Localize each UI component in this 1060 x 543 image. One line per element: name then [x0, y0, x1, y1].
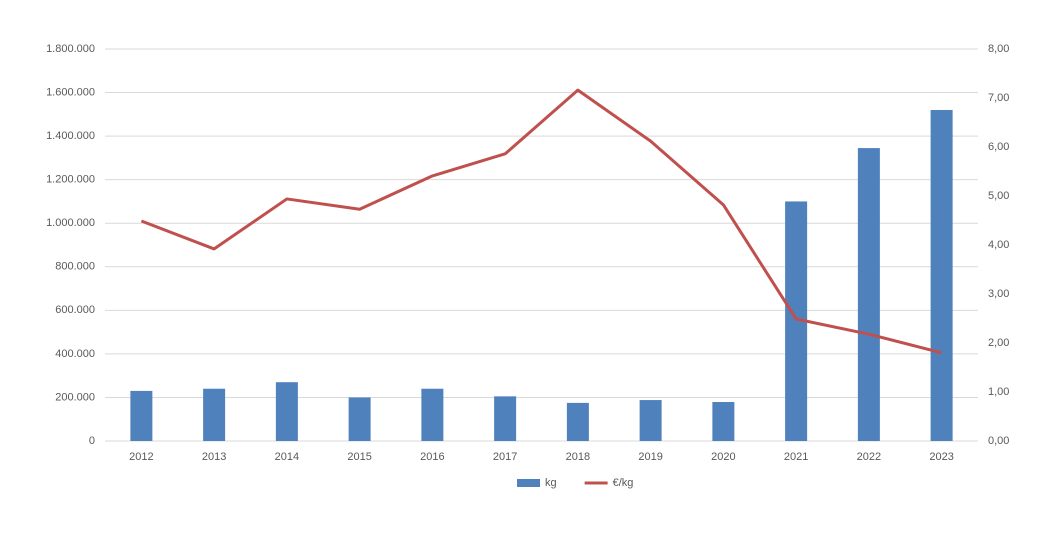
y2-tick-label: 0,00 — [988, 435, 1009, 447]
y-tick-label: 1.800.000 — [46, 43, 95, 55]
y-tick-label: 200.000 — [55, 391, 95, 403]
y-tick-label: 0 — [89, 435, 95, 447]
y2-tick-label: 3,00 — [988, 288, 1009, 300]
bar — [566, 402, 589, 441]
y-tick-label: 1.000.000 — [46, 217, 95, 229]
bar — [203, 388, 226, 441]
x-tick-label: 2021 — [784, 451, 808, 463]
x-tick-label: 2016 — [420, 451, 444, 463]
y2-tick-label: 8,00 — [988, 43, 1009, 55]
legend-label: kg — [545, 477, 557, 489]
x-tick-label: 2017 — [493, 451, 517, 463]
y-tick-label: 1.400.000 — [46, 130, 95, 142]
y2-tick-label: 5,00 — [988, 190, 1009, 202]
y-tick-label: 400.000 — [55, 348, 95, 360]
bar — [348, 397, 371, 441]
y2-tick-label: 6,00 — [988, 141, 1009, 153]
bar — [785, 201, 808, 441]
bar — [857, 148, 880, 442]
y2-tick-label: 4,00 — [988, 239, 1009, 251]
y-tick-label: 1.200.000 — [46, 174, 95, 186]
x-tick-label: 2014 — [275, 451, 299, 463]
bar — [639, 400, 662, 441]
y-tick-label: 1.600.000 — [46, 86, 95, 98]
x-tick-label: 2019 — [638, 451, 662, 463]
x-tick-label: 2012 — [129, 451, 153, 463]
x-tick-label: 2013 — [202, 451, 226, 463]
line — [140, 88, 942, 355]
x-tick-label: 2018 — [566, 451, 590, 463]
x-tick-label: 2023 — [929, 451, 953, 463]
x-tick-label: 2015 — [347, 451, 371, 463]
bar — [930, 109, 953, 441]
bar — [275, 382, 298, 441]
bar — [712, 402, 735, 441]
y-tick-label: 600.000 — [55, 304, 95, 316]
y2-tick-label: 7,00 — [988, 92, 1009, 104]
y2-tick-label: 2,00 — [988, 337, 1009, 349]
y-tick-label: 800.000 — [55, 261, 95, 273]
legend-swatch — [517, 479, 540, 487]
legend-label: €/kg — [613, 477, 634, 489]
x-tick-label: 2020 — [711, 451, 735, 463]
bar — [494, 396, 517, 441]
bar — [421, 388, 444, 441]
bar — [130, 390, 153, 441]
x-tick-label: 2022 — [857, 451, 881, 463]
y2-tick-label: 1,00 — [988, 386, 1009, 398]
